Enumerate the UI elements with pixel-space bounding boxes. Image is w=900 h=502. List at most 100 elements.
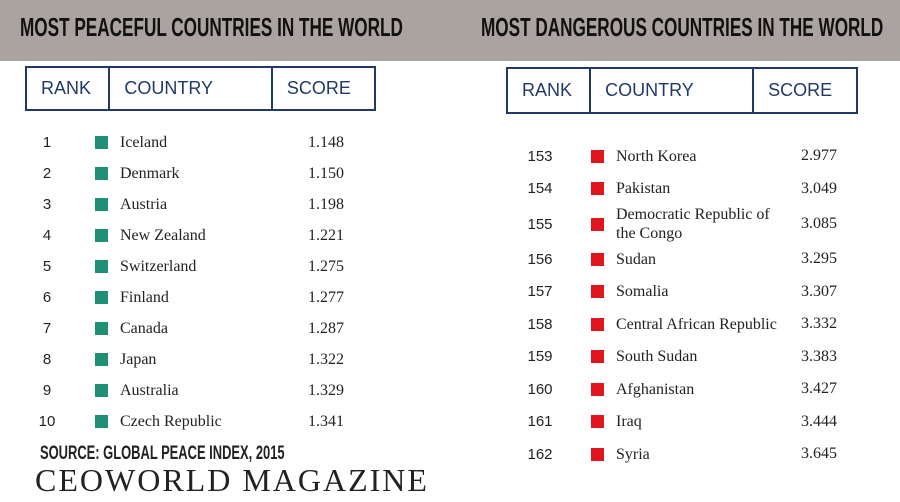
- score: 1.198: [308, 195, 344, 213]
- country: Afghanistan: [616, 380, 695, 398]
- table-row: 156 Sudan 3.295: [518, 243, 837, 276]
- marker: [591, 350, 604, 364]
- marker: [95, 198, 108, 211]
- header-band: [0, 0, 900, 61]
- marker: [95, 291, 108, 304]
- score: 1.287: [308, 319, 344, 337]
- table-row: 6 Finland 1.277: [25, 282, 344, 313]
- marker: [95, 167, 108, 180]
- column-header: RANK: [522, 80, 573, 100]
- table-row: 8 Japan 1.322: [25, 344, 344, 375]
- country: Democratic Republic of the Congo: [616, 206, 770, 242]
- country: Czech Republic: [120, 413, 222, 430]
- marker: [591, 382, 604, 396]
- table-body: 153 North Korea 2.977 154 Pakistan 3.049 155 De…: [518, 140, 837, 471]
- brand: CEOWORLD MAGAZINE: [35, 462, 429, 498]
- table-row: 154 Pakistan 3.049: [518, 173, 837, 206]
- rank: 162: [527, 445, 553, 463]
- header-row: RANK COUNTRY SCORE: [506, 67, 858, 114]
- rank: 157: [527, 283, 553, 301]
- marker: [95, 322, 108, 335]
- marker: [591, 182, 604, 196]
- country: Canada: [120, 320, 168, 337]
- marker: [591, 252, 604, 266]
- country: South Sudan: [616, 348, 698, 366]
- marker: [95, 415, 108, 428]
- table-row: 10 Czech Republic 1.341: [25, 406, 344, 437]
- table-row: 153 North Korea 2.977: [518, 140, 837, 173]
- marker: [591, 217, 604, 231]
- table-row: 4 New Zealand 1.221: [25, 220, 344, 251]
- marker: [591, 285, 604, 299]
- score: 3.427: [801, 380, 837, 398]
- score: 3.383: [801, 347, 837, 365]
- rank: 9: [42, 382, 52, 399]
- table-row: 7 Canada 1.287: [25, 313, 344, 344]
- score: 1.322: [308, 350, 344, 368]
- marker: [591, 415, 604, 429]
- rank: 2: [42, 165, 52, 182]
- rank: 161: [527, 413, 553, 431]
- marker: [95, 384, 108, 397]
- score: 3.295: [801, 250, 837, 268]
- rank: 155: [527, 215, 553, 233]
- country: New Zealand: [120, 227, 206, 244]
- marker: [95, 260, 108, 273]
- table-row: 159 South Sudan 3.383: [518, 341, 837, 374]
- score: 1.221: [308, 226, 344, 244]
- country: Central African Republic: [616, 315, 777, 333]
- table-row: 5 Switzerland 1.275: [25, 251, 344, 282]
- table-row: 9 Australia 1.329: [25, 375, 344, 406]
- table-row: 2 Denmark 1.150: [25, 158, 344, 189]
- rank: 3: [42, 196, 52, 213]
- rank: 153: [527, 147, 553, 165]
- score: 2.977: [801, 147, 837, 165]
- column-header: SCORE: [270, 68, 374, 109]
- country: Iceland: [120, 134, 168, 151]
- score: 3.645: [801, 445, 837, 463]
- country: Denmark: [120, 165, 180, 182]
- country: North Korea: [616, 147, 697, 165]
- score: 3.444: [801, 412, 837, 430]
- rank: 5: [42, 258, 52, 275]
- rank: 160: [527, 380, 553, 398]
- score: 1.341: [308, 412, 344, 430]
- rank: 156: [527, 250, 553, 268]
- country: Iraq: [616, 413, 642, 431]
- rank: 4: [42, 227, 52, 244]
- country: Syria: [616, 445, 650, 463]
- rank: 1: [42, 134, 52, 151]
- score: 3.049: [801, 179, 837, 197]
- country: Sudan: [616, 250, 656, 268]
- marker: [95, 353, 108, 366]
- country: Somalia: [616, 283, 669, 301]
- marker: [591, 317, 604, 331]
- marker: [95, 136, 108, 149]
- table-row: 158 Central African Republic 3.332: [518, 308, 837, 341]
- column-header: SCORE: [752, 69, 856, 112]
- rank: 7: [42, 320, 52, 337]
- table-row: 3 Austria 1.198: [25, 189, 344, 220]
- country: Switzerland: [120, 258, 197, 275]
- score: 1.277: [308, 288, 344, 306]
- country: Japan: [120, 351, 157, 368]
- rank: 6: [42, 289, 52, 306]
- score: 1.329: [308, 381, 344, 399]
- table-body: 1 Iceland 1.148 2 Denmark 1.150 3 Austria 1.198 4…: [25, 127, 344, 437]
- score: 1.148: [308, 133, 344, 151]
- table-row: 157 Somalia 3.307: [518, 276, 837, 309]
- rank: 10: [38, 413, 56, 430]
- score: 1.275: [308, 257, 344, 275]
- table-row: 155 Democratic Republic of the Congo 3.085: [518, 205, 837, 243]
- table-row: 160 Afghanistan 3.427: [518, 373, 837, 406]
- left-title: MOST PEACEFUL COUNTRIES IN THE WORLD: [20, 12, 403, 42]
- right-title: MOST DANGEROUS COUNTRIES IN THE WORLD: [481, 12, 884, 42]
- country: Australia: [120, 382, 179, 399]
- rank: 154: [527, 180, 553, 198]
- marker: [95, 229, 108, 242]
- marker: [591, 447, 604, 461]
- marker: [591, 149, 604, 163]
- table-row: 1 Iceland 1.148: [25, 127, 344, 158]
- country: Austria: [120, 196, 168, 213]
